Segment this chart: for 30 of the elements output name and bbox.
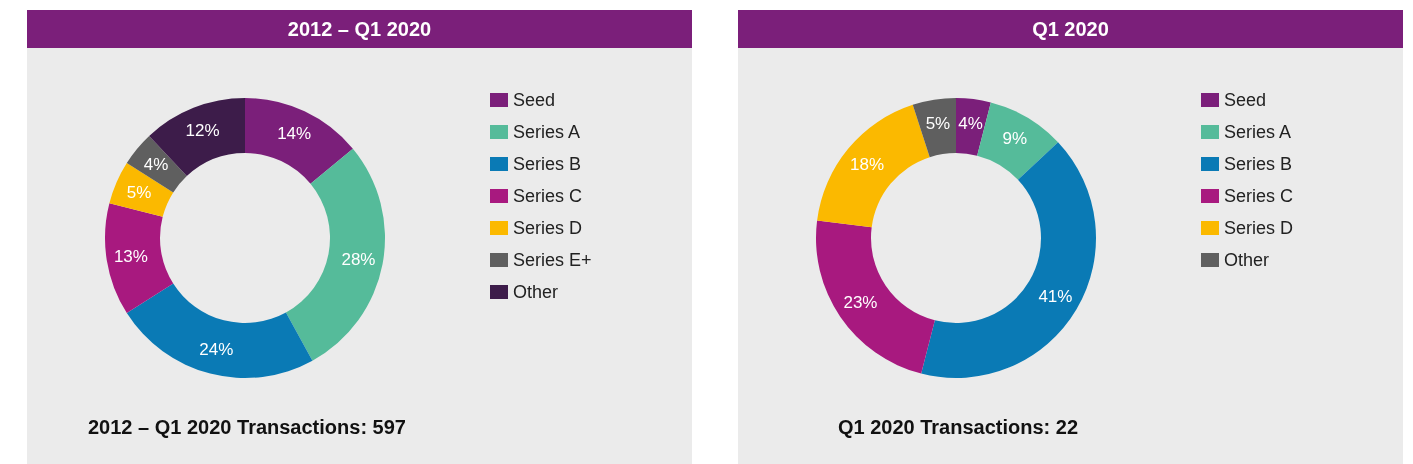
data-label: 24% [199,340,234,360]
legend-label: Other [1224,250,1270,270]
data-label: 9% [1002,129,1028,149]
data-label: 14% [277,123,312,143]
legend-label: Series A [1224,122,1292,142]
chart-title: Q1 2020 [738,10,1403,48]
legend-label: Other [513,282,559,302]
legend-label: Series C [513,186,583,206]
data-label: 4% [958,113,983,133]
legend-label: Series C [1224,186,1294,206]
legend-label: Series D [1224,218,1294,238]
data-label: 12% [185,121,220,141]
legend-label: Seed [1224,90,1267,110]
data-label: 18% [849,154,885,174]
chart-title: 2012 – Q1 2020 [27,10,692,48]
data-label: 5% [126,182,152,202]
legend-label: Series A [513,122,581,142]
data-label: 28% [341,250,376,270]
legend-label: Seed [513,90,556,110]
legend-label: Series B [513,154,582,174]
legend-label: Series E+ [513,250,592,270]
data-label: 5% [925,114,951,134]
data-label: 41% [1038,287,1073,307]
text: 2012 – Q1 2020 Transactions: 597 [87,416,407,439]
text: Q1 2020 Transactions: 22 [836,416,1080,439]
data-label: 4% [143,154,169,174]
legend-label: Series B [1224,154,1293,174]
legend-label: Series D [513,218,583,238]
data-label: 13% [113,246,148,266]
data-label: 23% [843,293,878,313]
